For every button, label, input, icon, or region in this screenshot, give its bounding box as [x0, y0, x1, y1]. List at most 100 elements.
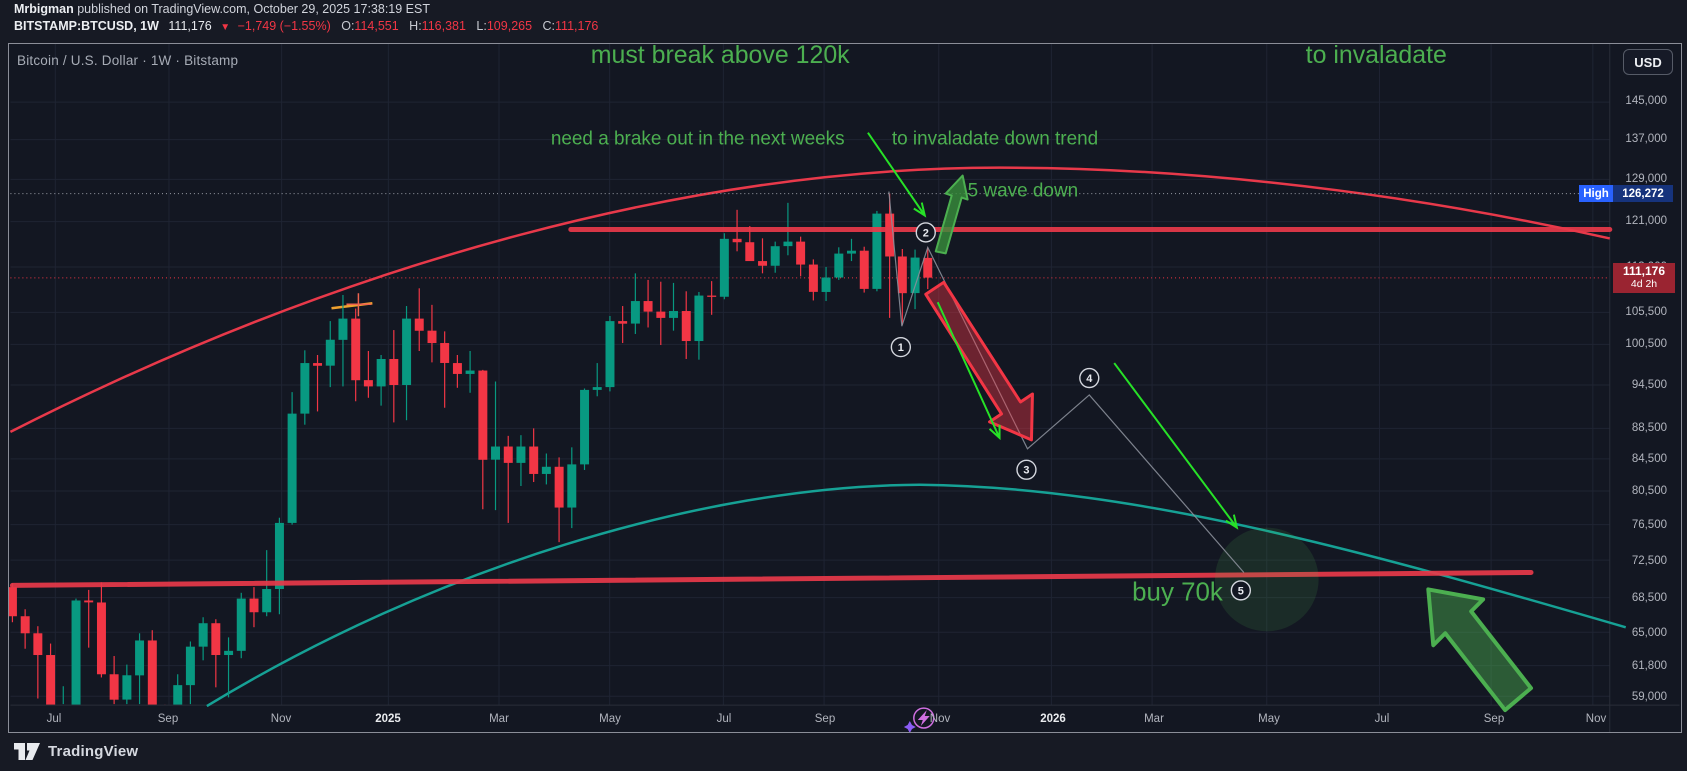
wave-label-circle: [915, 222, 936, 243]
price-axis-label: 94,500: [1631, 379, 1667, 392]
time-axis-label: May: [599, 713, 621, 725]
green-up-arrow-small: [934, 174, 969, 255]
price-axis-label: 88,500: [1631, 422, 1667, 435]
candle-body: [376, 358, 386, 387]
tradingview-logo[interactable]: TradingView: [14, 741, 138, 761]
wave-label-number: 2: [923, 227, 929, 239]
price-axis-label: 80,500: [1631, 485, 1667, 498]
candle-body: [20, 616, 30, 634]
price-axis-label: 76,500: [1631, 519, 1667, 532]
green-thin-arrow-wave5: [1113, 362, 1239, 530]
candle-body: [885, 213, 895, 257]
text-5-wave-down: 5 wave down: [968, 181, 1079, 202]
red-curve-resistance-arc: [9, 166, 1611, 433]
text-to-invaladate-down-trend: to invaladate down trend: [892, 129, 1098, 150]
time-axis-label: 2025: [375, 713, 401, 725]
bar-countdown: 4d 2h: [1630, 278, 1658, 291]
sparkle-icon: [903, 721, 916, 732]
candle-body: [402, 318, 412, 386]
time-axis-label: 2026: [1040, 713, 1066, 725]
candle-body: [834, 253, 844, 278]
low-label: L:: [476, 19, 487, 33]
last-price: 111,176: [168, 19, 212, 33]
price-axis-label: 68,500: [1631, 592, 1667, 605]
time-axis-label: Sep: [157, 713, 179, 725]
candle-body: [478, 370, 488, 460]
price-axis-label: 59,000: [1631, 691, 1667, 704]
down-triangle-icon: ▼: [220, 22, 231, 33]
price-axis-label: 65,000: [1631, 626, 1667, 639]
candle-body: [910, 257, 920, 294]
candle-body: [503, 446, 513, 463]
last-price-value: 111,176: [1622, 264, 1666, 279]
low-value: 109,265: [486, 19, 533, 33]
publish-info: Mrbigman published on TradingView.com, O…: [14, 2, 430, 16]
candle-body: [630, 301, 640, 324]
currency-toggle-button[interactable]: USD: [1623, 49, 1673, 75]
chart-widget: must break above 120k to invaladate need a…: [8, 43, 1682, 733]
candle-body: [338, 318, 348, 340]
publish-text: published on TradingView.com, October 29…: [73, 2, 430, 16]
time-axis-label: Sep: [1483, 713, 1505, 725]
text-must-break-above-120k: must break above 120k: [591, 44, 850, 69]
candle-body: [224, 650, 234, 656]
candle-body: [440, 343, 450, 363]
time-axis-label: Jul: [1374, 713, 1390, 725]
candle-body: [300, 363, 310, 414]
tradingview-logo-icon: [14, 742, 40, 760]
high-price-flag: High: [1579, 185, 1613, 203]
high-value: 116,381: [421, 19, 466, 33]
candle-body: [9, 587, 17, 617]
candle-body: [618, 321, 628, 324]
candle-body: [745, 242, 755, 262]
candle-body: [46, 655, 56, 705]
price-chart-canvas[interactable]: must break above 120k to invaladate need a…: [9, 44, 1681, 732]
candle-body: [516, 446, 526, 463]
candle-body: [732, 238, 742, 243]
candle-body: [452, 363, 462, 374]
time-axis-label: Mar: [489, 713, 509, 725]
wave-label-circle: [890, 336, 912, 358]
wave-label-number: 1: [898, 342, 904, 354]
text-need-a-brake-out: need a brake out in the next weeks: [551, 129, 845, 150]
candle-body: [770, 246, 780, 266]
price-axis-label: 105,500: [1625, 306, 1667, 319]
candle-body: [313, 363, 323, 366]
time-axis-label: Jul: [46, 713, 62, 725]
price-axis-label: 84,500: [1631, 453, 1667, 466]
close-label: C:: [542, 19, 556, 33]
high-price-badge: 126,272: [1613, 185, 1673, 203]
time-axis-label: May: [1258, 713, 1280, 725]
author-name: Mrbigman: [14, 2, 74, 16]
candle-body: [211, 623, 221, 656]
candle-body: [198, 623, 208, 647]
red-down-arrow: [924, 280, 1034, 442]
candle-body: [758, 261, 768, 266]
candle-body: [173, 685, 183, 705]
last-price-badge: 111,176 4d 2h: [1613, 263, 1675, 294]
green-thin-arrow-to-wave2: [867, 132, 927, 218]
time-axis-label: Nov: [270, 713, 292, 725]
price-axis-label: 121,000: [1625, 215, 1667, 228]
symbol-name: BITSTAMP:BTCUSD, 1W: [14, 19, 159, 33]
candle-body: [351, 318, 361, 381]
candle-body: [923, 257, 933, 278]
candle-body: [84, 600, 94, 603]
price-axis-label: 61,800: [1631, 660, 1667, 673]
event-lightning-bolt: [917, 710, 930, 727]
candle-body: [656, 311, 666, 318]
candle-body: [109, 674, 119, 700]
candle-body: [249, 598, 259, 613]
elliott-wave-zigzag: [888, 191, 1245, 573]
candle-body: [643, 301, 653, 312]
candle-body: [147, 640, 157, 705]
buy-zone-circle: [1214, 527, 1319, 632]
chart-title: Bitcoin / U.S. Dollar · 1W · Bitstamp: [17, 53, 239, 68]
candle-body: [185, 646, 195, 686]
wave-label-number: 3: [1023, 465, 1029, 477]
candle-body: [287, 413, 297, 523]
candle-body: [541, 466, 551, 474]
orange-marker-cross: [346, 293, 372, 317]
candle-body: [719, 238, 729, 297]
candle-body: [872, 213, 882, 289]
